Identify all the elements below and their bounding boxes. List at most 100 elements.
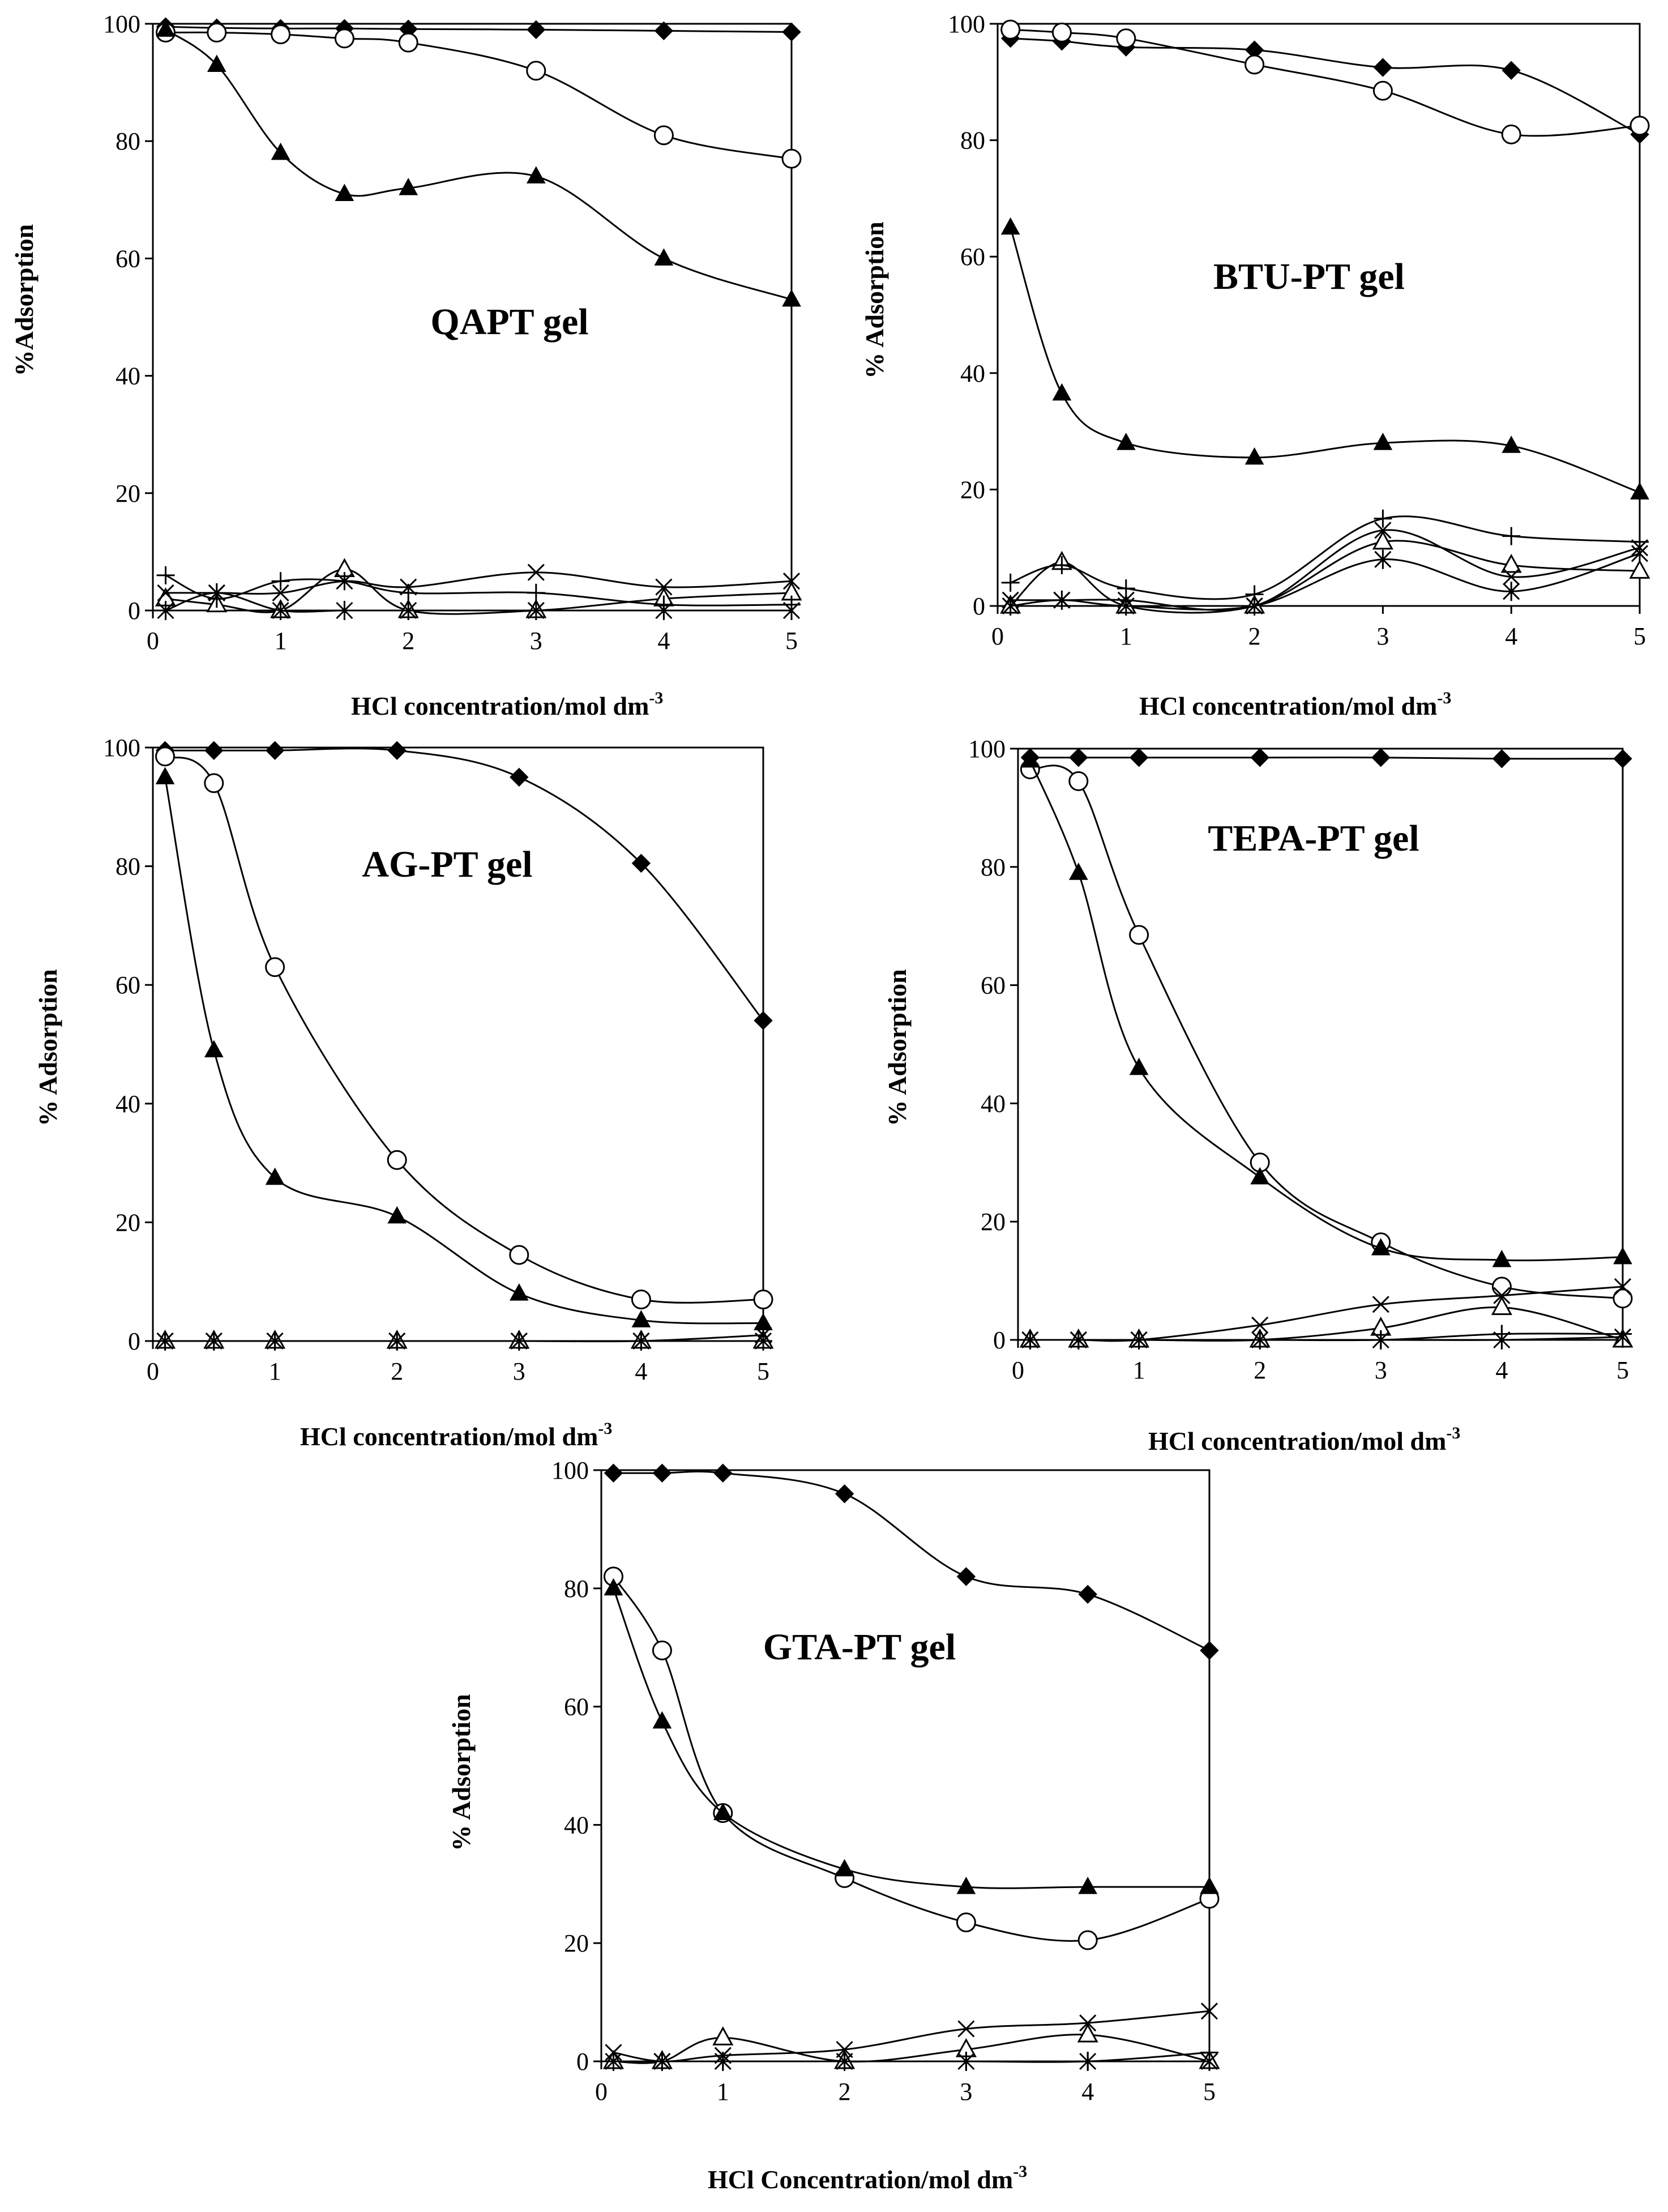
series-line-circle bbox=[164, 755, 764, 1304]
data-point-triangle-filled bbox=[207, 54, 226, 72]
data-point-cross-x bbox=[836, 2041, 853, 2059]
y-tick-label: 60 bbox=[981, 972, 1006, 1000]
series-diamond bbox=[155, 741, 773, 1030]
data-point-diamond bbox=[387, 741, 407, 760]
data-point-triangle-filled bbox=[509, 1283, 529, 1301]
data-point-circle bbox=[652, 1640, 672, 1660]
x-tick-label: 0 bbox=[1012, 1356, 1024, 1384]
data-point-cross-x bbox=[1079, 2014, 1097, 2032]
data-point-star bbox=[782, 601, 801, 620]
data-point-triangle-filled bbox=[1373, 433, 1393, 450]
data-point-star bbox=[1614, 1327, 1632, 1347]
series-line-star bbox=[1030, 1336, 1623, 1341]
y-tick-label: 100 bbox=[103, 10, 140, 38]
series-diamond bbox=[604, 1463, 1219, 1660]
series-line-cross-x bbox=[165, 571, 792, 595]
y-axis-title: %Adsorption bbox=[10, 224, 39, 376]
data-point-circle bbox=[1129, 925, 1149, 945]
data-point-plus bbox=[1374, 509, 1392, 528]
series-star bbox=[157, 583, 801, 620]
x-tick-label: 4 bbox=[635, 1357, 647, 1385]
data-point-star bbox=[1053, 590, 1071, 610]
series-line-diamond bbox=[613, 1471, 1210, 1651]
series-star bbox=[1002, 544, 1649, 616]
data-point-diamond bbox=[782, 22, 801, 42]
data-point-circle bbox=[1501, 124, 1521, 144]
data-point-star bbox=[510, 1331, 528, 1351]
data-point-cross-x bbox=[1614, 1278, 1632, 1296]
data-point-triangle-open bbox=[1372, 530, 1393, 550]
data-point-triangle-filled bbox=[387, 1206, 407, 1224]
data-point-diamond bbox=[713, 1463, 733, 1483]
data-point-plus bbox=[1117, 579, 1135, 598]
data-point-diamond bbox=[510, 767, 529, 787]
series-star bbox=[1021, 1327, 1632, 1350]
data-point-triangle-open bbox=[1491, 1296, 1512, 1316]
data-point-triangle-filled bbox=[1250, 1167, 1270, 1185]
series-plus bbox=[1001, 509, 1649, 604]
data-point-circle bbox=[155, 746, 176, 767]
data-point-circle bbox=[204, 773, 224, 793]
y-tick-label: 100 bbox=[551, 1457, 589, 1484]
series-cross-x bbox=[156, 1326, 772, 1350]
data-point-diamond bbox=[1069, 748, 1088, 767]
data-point-circle bbox=[1000, 19, 1021, 40]
data-point-star bbox=[605, 2052, 622, 2071]
data-point-star bbox=[208, 583, 225, 603]
data-point-cross-x bbox=[527, 563, 545, 581]
data-point-triangle-filled bbox=[1630, 482, 1649, 500]
x-axis-title: HCl concentration/mol dm-3 bbox=[1148, 1424, 1460, 1455]
y-tick-label: 20 bbox=[116, 480, 140, 507]
series-line-triangle-filled bbox=[164, 777, 764, 1325]
x-tick-label: 3 bbox=[513, 1357, 525, 1385]
data-point-circle bbox=[1491, 1276, 1512, 1297]
data-point-star bbox=[1117, 596, 1135, 616]
data-point-cross-x bbox=[157, 584, 174, 601]
y-tick-label: 40 bbox=[960, 360, 985, 387]
data-point-triangle-filled bbox=[631, 1310, 651, 1327]
x-axis-title: HCl Concentration/mol dm-3 bbox=[708, 2162, 1027, 2194]
y-tick-label: 60 bbox=[564, 1693, 589, 1721]
y-tick-label: 40 bbox=[116, 1090, 140, 1118]
data-point-circle bbox=[1116, 28, 1136, 49]
data-point-diamond bbox=[835, 1484, 854, 1504]
series-line-triangle-open bbox=[165, 568, 792, 615]
series-cross-x bbox=[157, 563, 801, 601]
data-point-triangle-filled bbox=[399, 178, 418, 195]
data-point-triangle-filled bbox=[1068, 862, 1088, 880]
y-tick-label: 80 bbox=[116, 127, 140, 155]
data-point-plus bbox=[156, 566, 175, 584]
data-point-triangle-filled bbox=[204, 1040, 224, 1057]
x-tick-label: 5 bbox=[757, 1357, 769, 1385]
y-tick-label: 80 bbox=[981, 853, 1006, 881]
data-point-triangle-filled bbox=[1078, 1876, 1098, 1894]
data-point-circle bbox=[509, 1245, 529, 1265]
chart-panel-4: 0 20 40 60 80 100 0 1 2 3 4 5 HCl concentration/mol … bbox=[883, 735, 1633, 1455]
data-point-diamond bbox=[265, 741, 285, 760]
y-tick-label: 20 bbox=[564, 1929, 589, 1957]
data-point-star bbox=[1070, 1330, 1087, 1350]
data-point-diamond bbox=[754, 1011, 773, 1030]
series-line-triangle-open bbox=[1030, 1306, 1623, 1342]
series-diamond bbox=[1000, 28, 1649, 144]
series-star bbox=[156, 1331, 772, 1351]
data-point-star bbox=[1130, 1330, 1148, 1350]
panel-title: GTA-PT gel bbox=[763, 1626, 956, 1668]
x-tick-label: 2 bbox=[402, 627, 414, 655]
data-point-diamond bbox=[527, 20, 546, 40]
y-axis-title: % Adsorption bbox=[860, 221, 889, 378]
x-tick-label: 5 bbox=[1633, 622, 1646, 650]
data-point-circle bbox=[207, 23, 227, 43]
series-line-cross-x bbox=[1010, 529, 1640, 611]
data-point-diamond bbox=[1502, 61, 1521, 80]
data-point-star bbox=[836, 2052, 853, 2071]
data-point-triangle-filled bbox=[654, 248, 674, 266]
x-tick-label: 4 bbox=[1495, 1356, 1508, 1384]
series-circle bbox=[603, 1566, 1220, 1950]
x-axis-title: HCl concentration/mol dm-3 bbox=[351, 689, 663, 720]
x-tick-label: 0 bbox=[147, 627, 159, 655]
data-point-plus bbox=[335, 572, 354, 591]
data-point-plus bbox=[1502, 527, 1521, 545]
data-point-circle bbox=[1077, 1930, 1098, 1950]
